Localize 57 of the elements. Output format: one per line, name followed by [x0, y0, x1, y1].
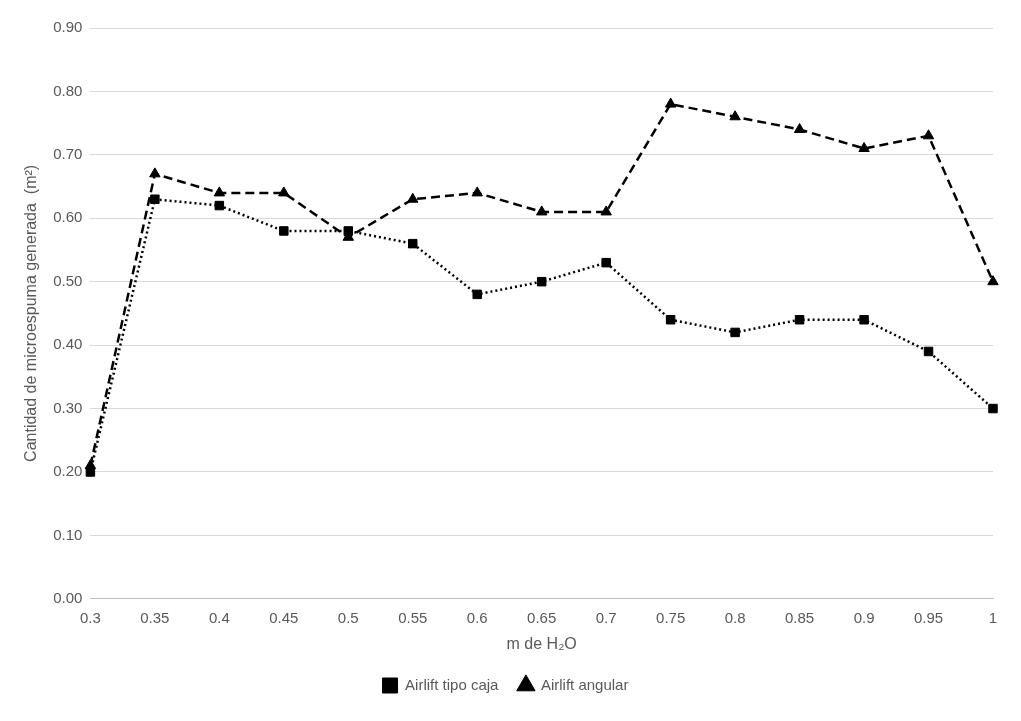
legend-label: Airlift angular — [540, 675, 629, 693]
legend-label: Airlift tipo caja — [405, 675, 500, 693]
x-tick-label: 0.55 — [398, 608, 428, 626]
x-tick-label: 0.5 — [337, 608, 359, 626]
point — [988, 403, 998, 414]
x-tick-label: 1 — [988, 608, 998, 626]
point — [472, 289, 482, 300]
y-tick-label: 0.90 — [53, 18, 83, 36]
point — [279, 226, 289, 236]
y-tick-label: 0.80 — [53, 81, 83, 99]
point — [407, 192, 419, 203]
point — [536, 205, 548, 216]
y-tick-label: 0.70 — [53, 144, 83, 162]
x-tick-label: 0.8 — [724, 608, 746, 626]
point — [793, 122, 806, 133]
x-tick-label: 0.4 — [208, 608, 230, 626]
point — [408, 238, 418, 249]
point — [923, 346, 934, 357]
point — [794, 315, 805, 325]
y-tick-label: 0.10 — [53, 525, 83, 543]
point — [729, 110, 741, 121]
point — [859, 315, 869, 325]
point — [149, 167, 161, 178]
point — [278, 186, 290, 197]
point — [600, 205, 612, 216]
y-tick-label: 0.30 — [53, 398, 83, 416]
point — [85, 467, 96, 477]
y-tick-label: 0.00 — [53, 588, 83, 606]
y-tick-label: 0.20 — [53, 462, 83, 480]
y-tick-label: 0.40 — [53, 335, 83, 353]
x-axis-title: m de H₂O — [506, 634, 577, 652]
x-tick-label: 0.45 — [269, 608, 299, 626]
x-tick-label: 0.85 — [784, 608, 815, 626]
point — [730, 327, 740, 338]
point — [665, 315, 676, 325]
point — [664, 97, 677, 108]
point — [536, 276, 547, 287]
x-tick-label: 0.95 — [913, 608, 944, 626]
point — [214, 200, 225, 211]
x-tick-label: 0.7 — [595, 608, 617, 626]
x-tick-label: 0.3 — [79, 608, 101, 626]
x-tick-label: 0.65 — [527, 608, 557, 626]
point — [922, 129, 935, 140]
y-axis-title: Cantidad de microespuma generada (m²) — [22, 164, 40, 462]
x-tick-label: 0.6 — [466, 608, 488, 626]
y-tick-label: 0.60 — [53, 208, 83, 226]
x-tick-label: 0.35 — [140, 608, 170, 626]
point — [987, 275, 999, 286]
point — [471, 186, 483, 197]
y-tick-label: 0.50 — [53, 271, 83, 289]
point — [601, 257, 611, 268]
point — [150, 194, 160, 204]
point — [213, 186, 226, 197]
x-tick-label: 0.9 — [853, 608, 875, 626]
point — [343, 226, 354, 236]
x-tick-label: 0.75 — [656, 608, 686, 626]
point — [858, 142, 870, 152]
